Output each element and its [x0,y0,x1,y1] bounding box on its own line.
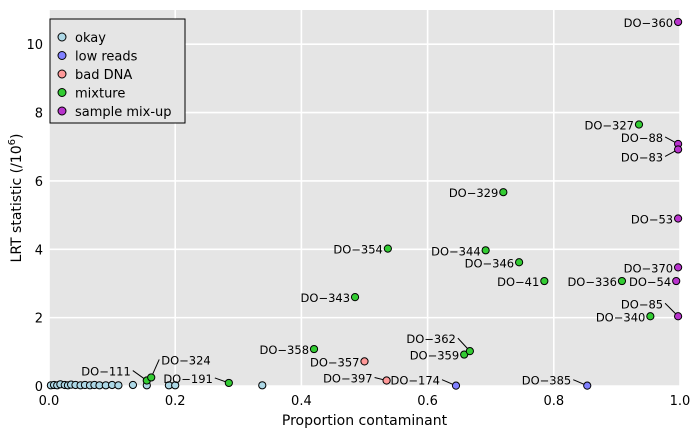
data-point [465,347,474,356]
y-axis-title-sup: 6 [7,139,18,145]
point-label: DO−343 [301,291,351,305]
x-tick-label: 1.0 [670,394,691,409]
data-point [360,357,369,366]
legend-marker [57,106,67,116]
point-label: DO−191 [163,372,213,386]
y-axis-title-close: ) [9,134,25,139]
grid-lines [48,10,681,387]
point-label: DO−53 [631,213,673,227]
point-label: DO−344 [431,244,481,258]
point-label: DO−83 [621,150,663,164]
data-point [674,145,683,154]
x-axis-title: Proportion contaminant [282,413,448,429]
x-tick-label: 0.2 [165,394,186,409]
point-label: DO−358 [260,343,310,357]
data-point [350,293,360,302]
point-label: DO−385 [522,374,572,388]
data-point [481,246,490,255]
data-point [634,120,644,129]
legend-label: okay [75,31,106,46]
y-tick-label: 6 [35,175,43,190]
y-tick-label: 0 [35,380,43,395]
legend-box [49,18,186,124]
point-label: DO−370 [624,261,674,275]
point-label: DO−111 [81,365,131,379]
legend-marker [57,69,67,79]
data-point [383,244,392,253]
point-label: DO−360 [624,16,674,30]
data-point [674,312,683,321]
x-tick-label: 0.4 [291,394,312,409]
point-label: DO−324 [161,353,211,367]
point-label: DO−174 [390,374,440,388]
data-points [46,17,683,390]
data-point [514,258,524,267]
point-label: DO−85 [621,297,663,311]
data-point [617,276,627,286]
data-point [674,263,683,272]
data-point [147,373,156,382]
y-axis-title: LRT statistic (/106) [7,134,25,263]
point-label: DO−346 [465,256,515,270]
y-tick-label: 2 [35,312,43,327]
point-label: DO−41 [497,275,539,289]
data-point [674,17,683,27]
y-tick-label: 4 [35,243,43,258]
legend-label: sample mix-up [75,105,172,120]
point-label: DO−327 [584,119,634,133]
data-point [499,188,508,197]
legend-label: bad DNA [75,68,132,83]
y-tick-label: 10 [26,38,43,53]
data-point [128,380,138,390]
point-label: DO−397 [323,372,373,386]
point-label: DO−88 [621,131,663,145]
data-point [114,381,123,390]
point-label: DO−354 [333,243,383,257]
data-point [382,376,391,385]
legend-marker [57,51,67,60]
point-label: DO−336 [567,275,617,289]
legend-label: low reads [75,50,138,65]
y-tick-label: 8 [35,107,43,122]
point-label: DO−340 [596,310,646,324]
data-point [672,276,681,286]
legend-marker [57,32,67,42]
data-point [171,381,180,390]
legend: okay low reads bad DNA mixture sample mix-up [49,18,186,124]
data-point [674,214,683,223]
legend-marker [57,88,67,97]
point-label: DO−54 [629,275,671,289]
data-point [646,312,655,321]
point-label: DO−362 [406,332,456,346]
x-tick-label: 0.0 [39,394,60,409]
y-axis-title-main: LRT statistic (/10 [9,145,25,262]
data-point [224,378,233,388]
point-label: DO−357 [310,355,360,369]
legend-label: mixture [75,87,125,102]
data-point [540,276,549,286]
point-label: DO−329 [449,186,499,200]
data-point [309,344,319,354]
data-point [583,381,592,390]
x-tick-label: 0.8 [543,394,564,409]
point-label: DO−359 [410,349,460,363]
data-point [258,381,267,390]
point-labels: DO−174 DO−385 DO−397 DO−357 DO−111 DO−324 DO−1… [81,16,673,388]
axis-ticks: 0.0 0.2 0.4 0.6 0.8 1.0 0 2 4 6 8 10 [26,38,690,409]
data-point [451,381,461,390]
x-tick-label: 0.6 [417,394,438,409]
